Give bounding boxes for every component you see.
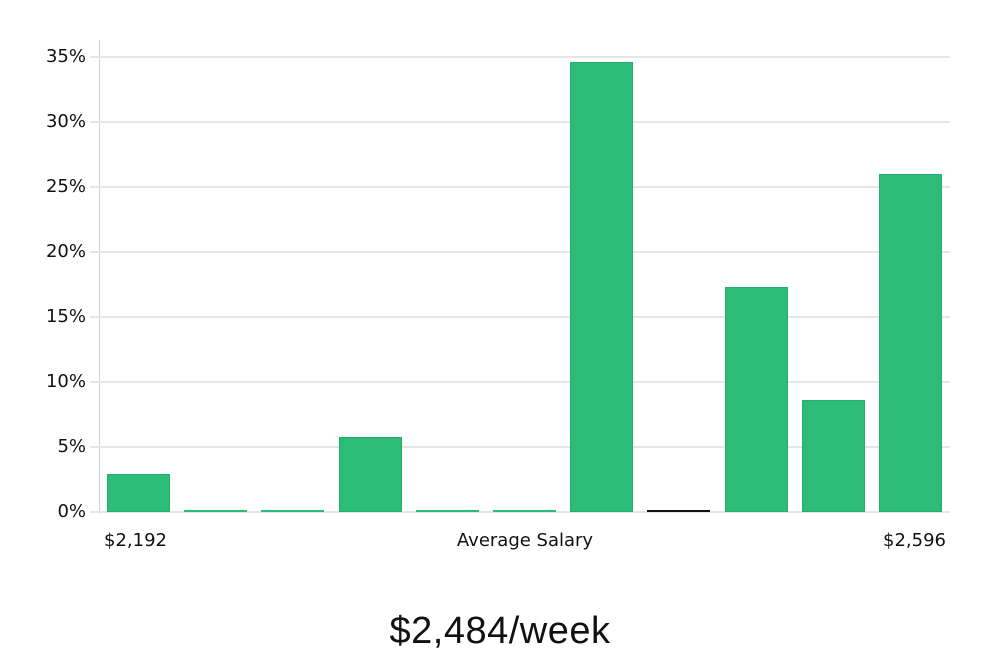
x-max-label: $2,596 bbox=[883, 530, 946, 551]
histogram-bar bbox=[107, 474, 170, 512]
y-axis-line bbox=[99, 40, 100, 514]
average-salary-value: $2,484/week bbox=[389, 610, 611, 652]
histogram-bar bbox=[261, 510, 325, 512]
y-tick-label: 5% bbox=[57, 436, 86, 457]
histogram-bar bbox=[184, 510, 248, 512]
histogram-bar bbox=[879, 174, 942, 512]
histogram-bar bbox=[415, 510, 479, 512]
histogram-bar bbox=[801, 400, 865, 512]
y-tick-label: 25% bbox=[45, 176, 86, 197]
x-min-label: $2,192 bbox=[104, 530, 167, 551]
gridline bbox=[90, 186, 950, 188]
histogram-bar bbox=[493, 510, 556, 512]
y-tick-label: 35% bbox=[45, 46, 86, 67]
histogram-bar bbox=[724, 287, 788, 512]
histogram-bar bbox=[570, 62, 634, 512]
gridline bbox=[90, 56, 950, 58]
gridline bbox=[90, 316, 950, 318]
gridline bbox=[90, 446, 950, 448]
histogram-bar bbox=[647, 510, 711, 512]
x-axis-title: Average Salary bbox=[456, 530, 594, 551]
salary-histogram: 0% 5% 10% 15% 20% 25% 30% 35% $2,192 Average Sa… bbox=[45, 40, 950, 551]
gridline bbox=[90, 251, 950, 253]
histogram-bar bbox=[338, 436, 402, 512]
y-tick-label: 30% bbox=[45, 111, 86, 132]
gridline bbox=[90, 381, 950, 383]
y-tick-label: 10% bbox=[45, 371, 86, 392]
gridline bbox=[90, 511, 950, 513]
y-tick-label: 20% bbox=[45, 241, 86, 262]
y-tick-label: 15% bbox=[45, 306, 86, 327]
y-tick-label: 0% bbox=[57, 501, 86, 522]
gridline bbox=[90, 121, 950, 123]
